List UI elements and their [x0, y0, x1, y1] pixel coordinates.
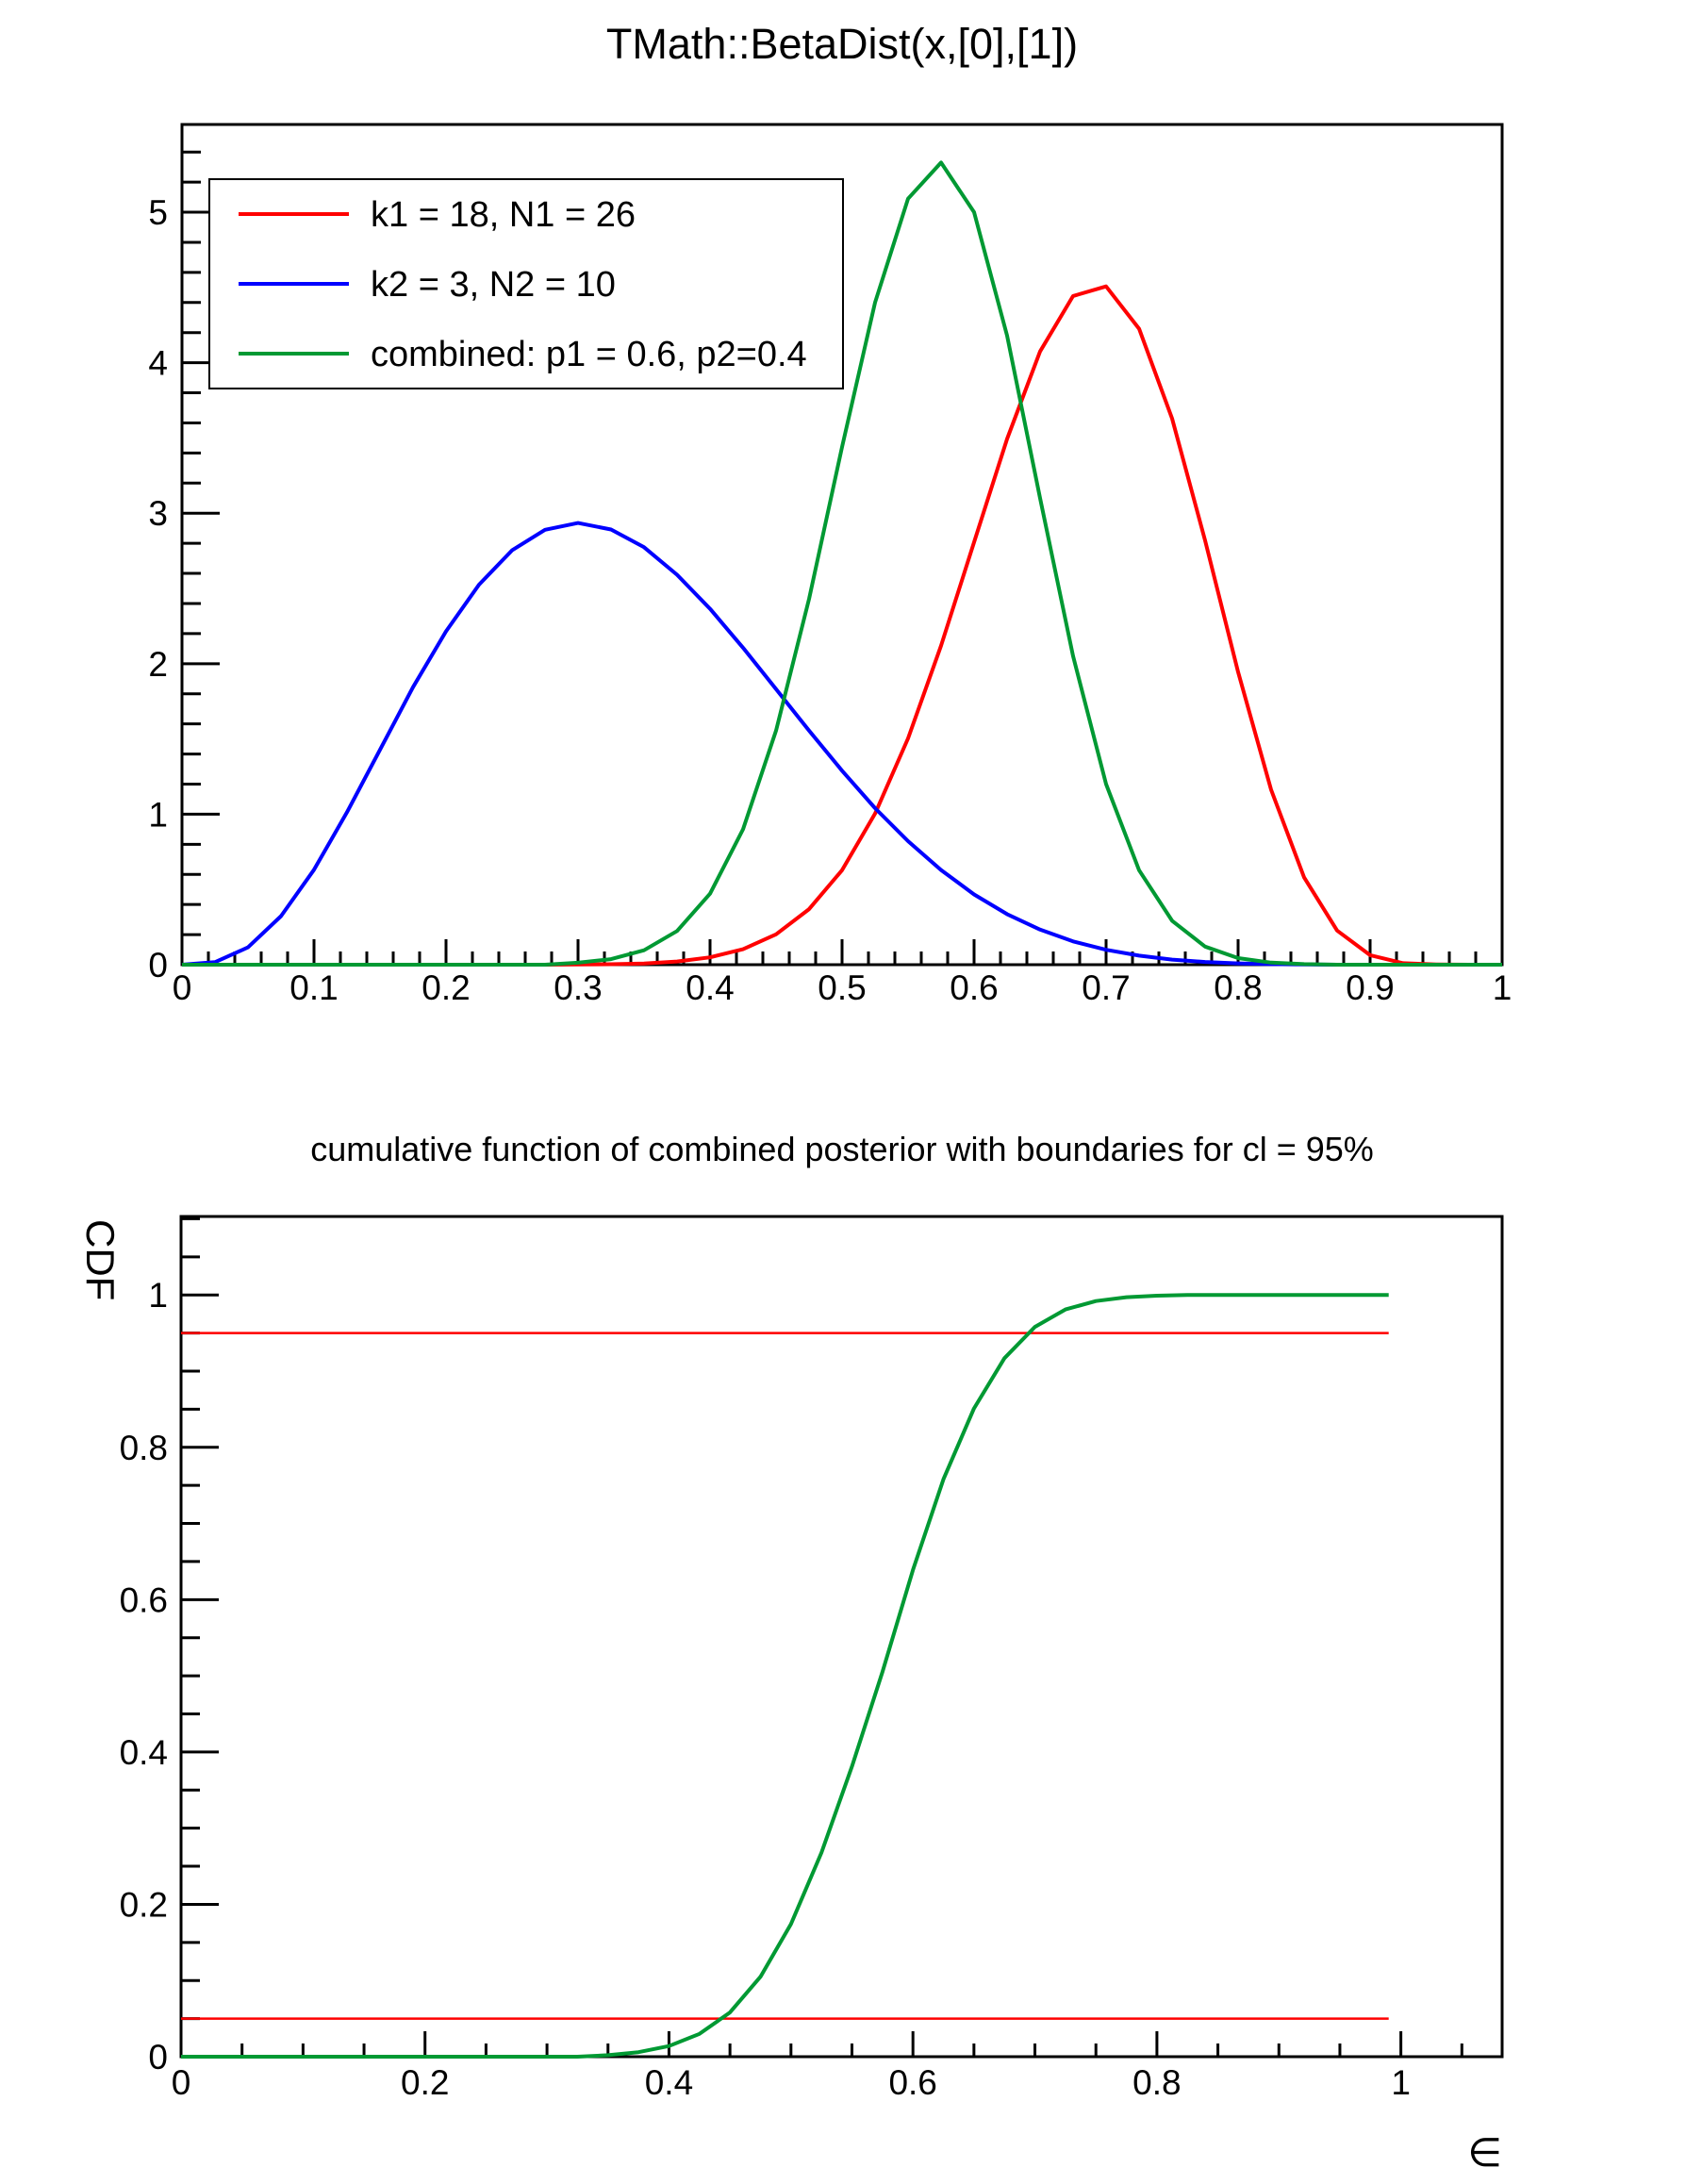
y-tick-label: 0	[148, 2038, 168, 2076]
legend-entry-label: k2 = 3, N2 = 10	[371, 265, 616, 305]
x-tick-label: 0.1	[289, 968, 338, 1007]
x-tick-label: 0.4	[645, 2063, 693, 2102]
top-chart-title: TMath::BetaDist(x,[0],[1])	[606, 20, 1078, 68]
x-tick-label: 0.3	[554, 968, 602, 1007]
data-curve	[181, 521, 1502, 967]
y-tick-label: 0.2	[120, 1885, 168, 1924]
y-tick-label: 0.8	[120, 1429, 168, 1467]
x-tick-label: 0.6	[950, 968, 998, 1007]
y-tick-label: 0.4	[120, 1733, 168, 1772]
x-tick-label: 0.2	[401, 2063, 449, 2102]
epsilon-x-axis-title: ∈	[1467, 2130, 1502, 2175]
x-tick-label: 0.7	[1082, 968, 1130, 1007]
y-tick-label: 0.6	[120, 1580, 168, 1619]
y-tick-label: 1	[148, 1276, 168, 1315]
bottom-plot-pad: 0 0.2 0.4 0.6 0.8 1 0 0.2 0.4 0.6 0.8 1	[120, 1215, 1504, 2102]
cdf-y-axis-title: CDF	[78, 1219, 123, 1300]
legend: k1 = 18, N1 = 26 k2 = 3, N2 = 10 combined:…	[208, 178, 844, 389]
top-plot-pad: 0 0.1 0.2 0.3 0.4 0.5 0.6 0.7 0.8 0.9 1 0 1 2 3 4 5 k1 = …	[148, 123, 1512, 1007]
data-curve	[182, 160, 1502, 967]
legend-entry-label: k1 = 18, N1 = 26	[371, 195, 636, 235]
x-tick-label: 0.9	[1346, 968, 1394, 1007]
x-tick-label: 0.5	[818, 968, 866, 1007]
y-tick-label: 1	[148, 795, 168, 834]
x-tick-label: 0.8	[1132, 2063, 1181, 2102]
axis-tick-labels: 0 0.1 0.2 0.3 0.4 0.5 0.6 0.7 0.8 0.9 1 0 1 2 3 4 5	[148, 193, 1512, 1007]
x-tick-label: 0	[173, 968, 192, 1007]
y-tick-label: 3	[148, 494, 168, 533]
x-tick-label: 0	[172, 2063, 191, 2102]
axis-ticks	[179, 1216, 1463, 2059]
y-tick-label: 2	[148, 645, 168, 684]
axis-tick-labels: 0 0.2 0.4 0.6 0.8 1 0 0.2 0.4 0.6 0.8 1	[120, 1276, 1411, 2102]
x-tick-label: 0.8	[1214, 968, 1262, 1007]
x-tick-label: 0.2	[422, 968, 470, 1007]
legend-entry-label: combined: p1 = 0.6, p2=0.4	[371, 335, 807, 374]
x-tick-label: 0.4	[686, 968, 734, 1007]
y-tick-label: 5	[148, 193, 168, 232]
bottom-chart-title: cumulative function of combined posterio…	[310, 1130, 1374, 1168]
y-tick-label: 0	[148, 946, 168, 984]
data-curve	[181, 1293, 1389, 2059]
x-tick-label: 1	[1391, 2063, 1411, 2102]
x-tick-label: 0.6	[888, 2063, 936, 2102]
plot-frame	[179, 1215, 1504, 2059]
x-tick-label: 1	[1493, 968, 1512, 1007]
y-tick-label: 4	[148, 344, 168, 383]
